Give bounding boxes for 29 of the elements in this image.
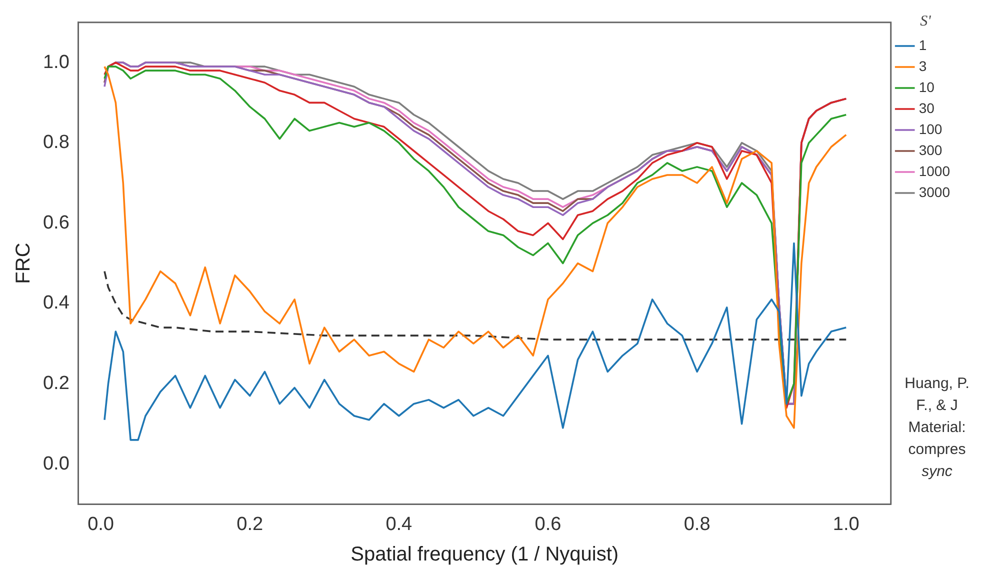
y-tick-label: 0.0 [42, 453, 70, 474]
legend-label: 3000 [918, 184, 950, 200]
x-axis-title: Spatial frequency (1 / Nyquist) [350, 544, 619, 566]
x-tick-label: 0.0 [88, 514, 114, 535]
x-tick-label: 0.4 [386, 514, 413, 535]
text: Huang, P. [904, 374, 970, 394]
x-tick-label: 1.0 [832, 514, 860, 535]
y-tick-label: 0.6 [42, 212, 70, 234]
text: sync [920, 462, 954, 482]
legend-label: 1 [918, 36, 927, 53]
legend-label: 30 [918, 100, 935, 116]
legend-label: 100 [918, 120, 942, 137]
y-tick-label: 0.2 [42, 372, 70, 394]
y-tick-label: 0.4 [42, 292, 70, 314]
line-series [104, 270, 848, 340]
text: Material: [907, 418, 967, 438]
legend-label: 3 [918, 58, 927, 74]
x-tick-label: 0.6 [534, 514, 562, 535]
legend-label: 10 [918, 78, 935, 95]
y-tick-label: 0.8 [42, 132, 70, 154]
y-tick-label: 1.0 [42, 52, 70, 73]
x-tick-label: 0.8 [684, 514, 710, 535]
legend-label: 300 [918, 142, 942, 158]
x-tick-label: 0.2 [236, 514, 264, 535]
legend-label: 1000 [918, 162, 950, 179]
text: compres [907, 440, 967, 460]
legend-title: S' [920, 13, 932, 30]
y-axis-title: FRC [12, 242, 35, 284]
text: F., & J [915, 396, 959, 416]
